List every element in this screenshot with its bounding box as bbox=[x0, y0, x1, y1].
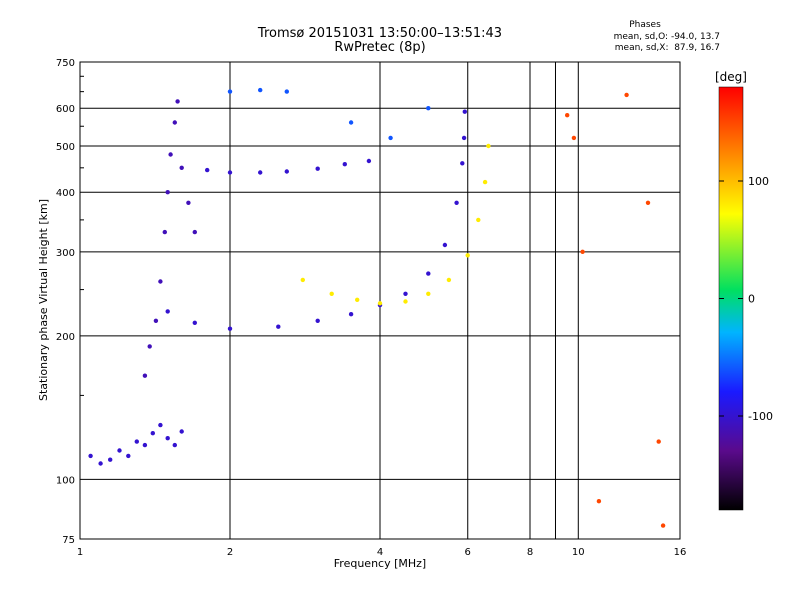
y-tick-label: 750 bbox=[56, 58, 75, 69]
data-point bbox=[366, 158, 372, 164]
colorbar-tick-label: 100 bbox=[748, 175, 769, 188]
colorbar-tick-label: 0 bbox=[748, 293, 755, 306]
data-point bbox=[88, 453, 93, 459]
data-point bbox=[329, 291, 334, 296]
data-point bbox=[276, 324, 281, 329]
data-point bbox=[300, 277, 305, 283]
data-point bbox=[403, 291, 408, 296]
data-point bbox=[446, 277, 452, 283]
data-point bbox=[465, 253, 470, 258]
data-point bbox=[442, 242, 448, 248]
data-point bbox=[165, 190, 170, 195]
data-point bbox=[192, 229, 197, 235]
data-point bbox=[172, 120, 177, 125]
data-point bbox=[377, 301, 383, 306]
data-point bbox=[227, 326, 233, 331]
data-point bbox=[192, 320, 197, 325]
data-point bbox=[660, 523, 666, 528]
data-point bbox=[205, 167, 210, 173]
phase-stats-header: Phases bbox=[629, 20, 661, 30]
data-point bbox=[172, 442, 177, 448]
phase-stats-o: mean, sd,O: -94.0, 13.7 bbox=[613, 32, 720, 42]
colorbar-tick-label: -100 bbox=[748, 410, 773, 423]
data-point bbox=[165, 436, 170, 441]
data-point bbox=[580, 249, 585, 254]
data-point bbox=[98, 461, 103, 466]
x-tick-label: 8 bbox=[527, 547, 533, 558]
data-point bbox=[258, 170, 263, 175]
data-point bbox=[284, 89, 289, 94]
data-point bbox=[596, 499, 602, 504]
x-axis-label: Frequency [MHz] bbox=[334, 557, 426, 570]
y-tick-label: 500 bbox=[56, 142, 75, 153]
y-tick-label: 75 bbox=[62, 535, 75, 546]
data-point bbox=[315, 318, 320, 323]
data-point bbox=[315, 166, 320, 171]
data-point bbox=[426, 291, 431, 296]
x-tick-label: 1 bbox=[77, 547, 83, 558]
data-point bbox=[142, 373, 148, 378]
data-point bbox=[179, 429, 184, 434]
data-point bbox=[227, 170, 233, 175]
data-point bbox=[158, 279, 163, 284]
y-axis-label: Stationary phase Virtual Height [km] bbox=[37, 199, 50, 401]
data-point bbox=[426, 106, 431, 111]
y-tick-label: 300 bbox=[56, 248, 75, 259]
data-point bbox=[179, 165, 184, 170]
data-point bbox=[388, 135, 393, 141]
data-point bbox=[454, 200, 459, 205]
data-point bbox=[108, 457, 113, 462]
data-point bbox=[656, 439, 661, 444]
data-point bbox=[348, 120, 354, 125]
plot-frame bbox=[79, 61, 681, 540]
data-point bbox=[482, 179, 488, 185]
data-point bbox=[403, 299, 408, 304]
data-point bbox=[645, 200, 651, 205]
data-point bbox=[186, 200, 191, 205]
data-point bbox=[355, 297, 360, 302]
data-point bbox=[134, 439, 139, 444]
y-tick-label: 200 bbox=[56, 332, 75, 343]
data-point bbox=[571, 135, 577, 141]
data-point bbox=[126, 453, 131, 459]
data-point bbox=[486, 143, 491, 149]
data-point bbox=[342, 162, 347, 167]
data-point bbox=[462, 109, 467, 114]
data-point bbox=[168, 152, 173, 157]
data-point bbox=[158, 422, 163, 428]
x-tick-label: 16 bbox=[674, 547, 687, 558]
x-tick-label: 2 bbox=[227, 547, 233, 558]
data-point bbox=[227, 89, 233, 94]
data-point bbox=[142, 442, 148, 448]
data-point bbox=[565, 113, 570, 118]
chart-title: Tromsø 20151031 13:50:00–13:51:43 bbox=[257, 26, 503, 41]
data-point bbox=[461, 135, 467, 141]
data-point bbox=[258, 87, 263, 93]
y-tick-label: 100 bbox=[56, 475, 75, 486]
data-point bbox=[147, 344, 152, 349]
colorbar-label: [deg] bbox=[715, 70, 747, 84]
data-point bbox=[162, 229, 167, 235]
y-tick-label: 400 bbox=[56, 188, 75, 199]
data-point bbox=[426, 271, 431, 276]
data-point bbox=[153, 318, 159, 323]
data-point bbox=[460, 161, 465, 166]
chart-subtitle: RwPretec (8p) bbox=[334, 40, 426, 55]
data-point bbox=[348, 312, 354, 317]
x-tick-label: 6 bbox=[465, 547, 471, 558]
phase-stats-x: mean, sd,X: 87.9, 16.7 bbox=[614, 43, 720, 53]
y-tick-label: 600 bbox=[56, 104, 75, 115]
data-point bbox=[175, 99, 180, 104]
data-point bbox=[150, 431, 155, 436]
data-point bbox=[117, 448, 122, 453]
data-point bbox=[284, 169, 289, 174]
x-tick-label: 4 bbox=[377, 547, 383, 558]
data-point bbox=[476, 217, 481, 223]
data-point bbox=[165, 309, 170, 314]
x-tick-label: 10 bbox=[572, 547, 585, 558]
data-point bbox=[624, 92, 629, 98]
